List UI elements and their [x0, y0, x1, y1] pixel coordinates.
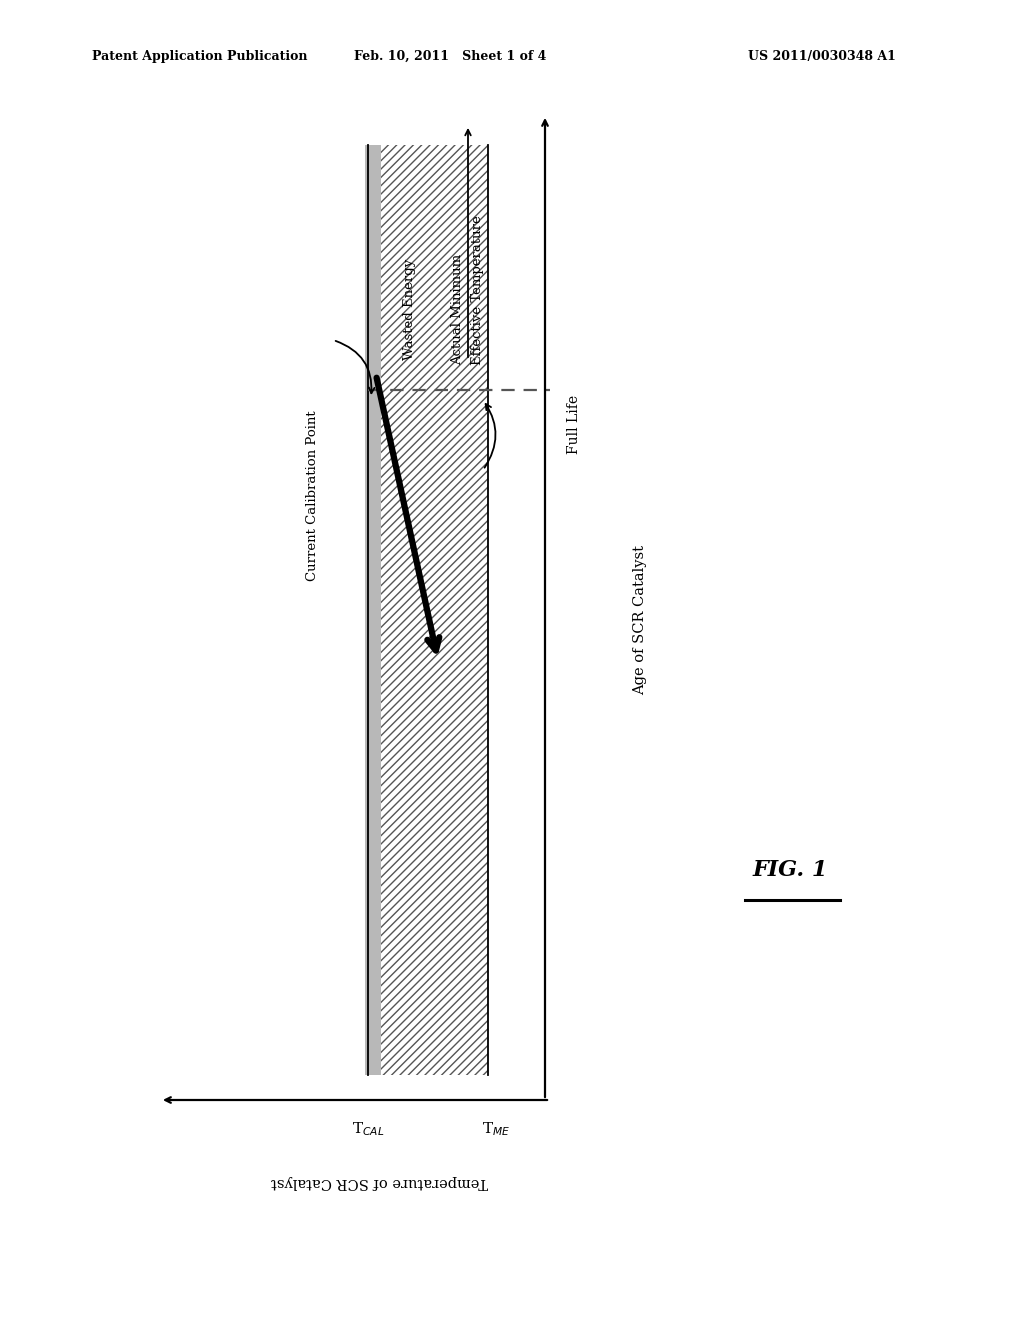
Text: Wasted Energy: Wasted Energy	[403, 259, 417, 360]
Text: T$_{ME}$: T$_{ME}$	[482, 1119, 510, 1138]
Text: Effective Temperature: Effective Temperature	[471, 215, 484, 366]
Text: Temperature of SCR Catalyst: Temperature of SCR Catalyst	[271, 1175, 488, 1189]
Text: Age of SCR Catalyst: Age of SCR Catalyst	[633, 545, 647, 696]
Text: FIG. 1: FIG. 1	[753, 859, 827, 880]
Text: Actual Minimum: Actual Minimum	[452, 253, 465, 366]
Bar	[368, 145, 488, 1074]
Text: US 2011/0030348 A1: US 2011/0030348 A1	[748, 50, 895, 63]
Text: T$_{CAL}$: T$_{CAL}$	[352, 1119, 384, 1138]
Text: Current Calibration Point: Current Calibration Point	[306, 411, 319, 581]
Text: Patent Application Publication: Patent Application Publication	[92, 50, 307, 63]
Text: Full Life: Full Life	[567, 395, 581, 454]
Text: Feb. 10, 2011   Sheet 1 of 4: Feb. 10, 2011 Sheet 1 of 4	[354, 50, 547, 63]
Bar	[365, 145, 381, 1074]
